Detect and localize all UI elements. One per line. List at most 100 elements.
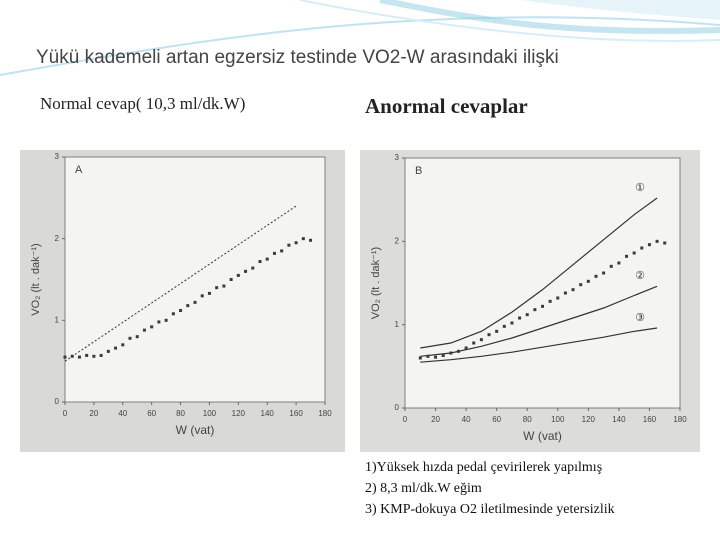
data-point	[222, 284, 226, 288]
x-tick-label: 160	[643, 415, 657, 424]
data-point	[655, 239, 659, 243]
data-point	[441, 354, 445, 357]
data-point	[518, 316, 522, 320]
data-point	[171, 312, 175, 316]
x-tick-label: 60	[492, 415, 501, 424]
x-tick-label: 20	[431, 415, 440, 424]
data-point	[164, 318, 168, 322]
data-point	[579, 283, 583, 287]
data-point	[150, 325, 154, 329]
y-tick-label: 0	[55, 397, 60, 406]
y-axis-label: VO₂ (lt . dak⁻¹)	[370, 247, 382, 319]
data-point	[193, 300, 197, 304]
data-point	[244, 269, 248, 273]
data-point	[510, 321, 514, 325]
x-tick-label: 120	[232, 409, 246, 418]
data-point	[200, 294, 204, 298]
data-point	[479, 338, 483, 342]
data-point	[663, 241, 667, 245]
data-point	[207, 291, 211, 295]
note: 2) 8,3 ml/dk.W eğim	[365, 481, 482, 496]
curve-label: ②	[635, 270, 645, 282]
data-point	[632, 251, 636, 255]
panel-label: B	[415, 165, 422, 177]
data-point	[215, 286, 219, 290]
data-point	[625, 254, 629, 258]
data-point	[456, 349, 460, 353]
y-tick-label: 0	[395, 403, 400, 412]
y-axis-label: VO₂ (lt . dak⁻¹)	[30, 243, 42, 315]
data-point	[287, 243, 291, 247]
x-tick-label: 0	[403, 415, 408, 424]
data-point	[571, 288, 575, 292]
y-tick-label: 1	[55, 315, 60, 324]
data-point	[142, 328, 146, 332]
data-point	[157, 320, 161, 324]
data-point	[609, 264, 613, 268]
data-point	[92, 354, 96, 358]
x-tick-label: 0	[63, 409, 68, 418]
note: 1)Yüksek hızda pedal çevirilerek yapılmı…	[365, 460, 602, 475]
data-point	[128, 336, 132, 340]
x-tick-label: 180	[318, 409, 332, 418]
data-point	[640, 246, 644, 250]
data-point	[502, 324, 506, 328]
data-point	[99, 353, 103, 357]
data-point	[258, 260, 262, 264]
data-point	[280, 249, 284, 253]
data-point	[541, 304, 544, 308]
x-tick-label: 60	[147, 409, 156, 418]
data-point	[309, 238, 313, 242]
data-point	[563, 291, 567, 295]
data-point	[449, 351, 453, 355]
data-point	[85, 353, 89, 357]
right-caption: Anormal cevaplar	[365, 94, 528, 118]
data-point	[301, 237, 305, 241]
x-tick-label: 80	[523, 415, 532, 424]
x-tick-label: 160	[289, 409, 303, 418]
data-point	[135, 335, 139, 339]
data-point	[186, 304, 190, 308]
y-tick-label: 3	[55, 152, 60, 161]
data-point	[426, 354, 430, 358]
data-point	[106, 349, 110, 353]
plot-frame	[64, 156, 326, 403]
data-point	[294, 241, 298, 245]
x-tick-label: 80	[176, 409, 185, 418]
panel-label: A	[75, 164, 83, 176]
data-point	[418, 356, 422, 360]
data-point	[647, 243, 651, 247]
x-tick-label: 140	[612, 415, 626, 424]
x-tick-label: 100	[203, 409, 217, 418]
data-point	[594, 274, 598, 278]
data-point	[472, 341, 476, 345]
header-decoration	[0, 0, 720, 76]
x-tick-label: 180	[673, 415, 687, 424]
data-point	[434, 355, 438, 359]
data-point	[272, 251, 276, 255]
x-tick-label: 40	[462, 415, 471, 424]
y-tick-label: 1	[395, 320, 400, 329]
data-point	[556, 296, 560, 300]
data-point	[533, 308, 537, 312]
data-point	[179, 309, 183, 313]
data-point	[251, 266, 255, 270]
x-tick-label: 140	[261, 409, 275, 418]
y-tick-label: 3	[395, 153, 400, 162]
data-point	[548, 299, 552, 303]
x-axis-label: W (vat)	[176, 423, 215, 437]
data-point	[495, 329, 499, 333]
data-point	[121, 343, 125, 347]
data-point	[114, 346, 118, 350]
data-point	[602, 271, 606, 275]
y-tick-label: 2	[395, 236, 400, 245]
note: 3) KMP-dokuya O2 iletilmesinde yetersizl…	[365, 502, 615, 517]
curve	[420, 285, 658, 357]
data-point	[63, 355, 67, 359]
data-point	[464, 346, 468, 350]
data-point	[236, 273, 240, 277]
slide-title: Yükü kademeli artan egzersiz testinde VO…	[36, 47, 559, 68]
data-point	[265, 257, 269, 261]
